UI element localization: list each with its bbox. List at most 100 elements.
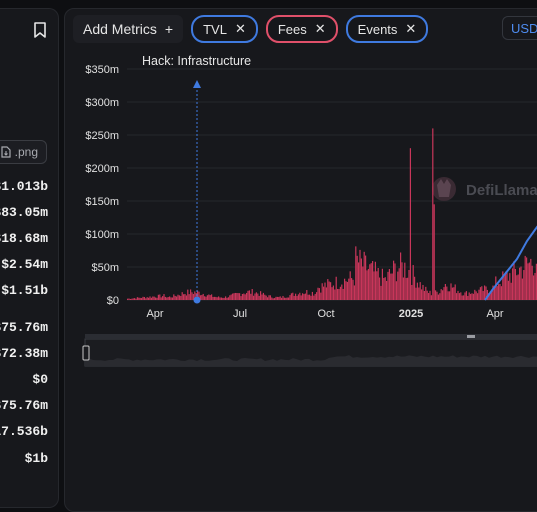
close-icon[interactable]: ✕ [314,21,326,36]
fees-bar [372,261,374,300]
download-png-button[interactable]: .png [0,140,47,164]
fees-bar [505,271,507,300]
fees-bar [339,286,341,300]
fees-bar [478,289,480,300]
fees-bar [184,293,186,300]
fees-bar [178,295,180,300]
fees-bar [274,298,276,300]
fees-bar [407,277,409,300]
fees-bar [219,297,221,300]
fees-bar [303,294,305,300]
fees-bar [306,290,308,300]
y-tick-label: $250m [85,130,119,142]
fees-bar [517,274,519,300]
fees-bar [145,298,147,300]
fees-bar [169,296,171,300]
fees-bar [320,292,322,300]
fees-bar [351,278,353,300]
fees-bar [356,255,358,300]
fees-bar [365,255,367,300]
metric-chip-events[interactable]: Events ✕ [345,15,429,43]
fees-bar [405,277,407,300]
fees-bar [342,288,344,300]
fees-bar [337,288,339,300]
bookmark-icon[interactable] [32,21,48,39]
fees-bar [376,271,378,300]
fees-bar [316,292,318,300]
fees-bar [492,285,494,300]
fees-bar [510,282,512,300]
stat-value: $75.76m [0,320,48,335]
stat-value: $1.013b [0,179,48,194]
fees-bar [533,275,535,300]
fees-bar [276,296,278,300]
fees-bar [416,282,418,300]
fees-bar [493,286,495,300]
fees-bar [415,287,417,300]
x-tick-label: Apr [146,308,163,320]
fees-bar [430,295,432,300]
fees-bar [344,278,346,300]
fees-bar [185,295,187,300]
fees-bar [300,295,302,300]
fees-bar [283,297,285,300]
fees-bar [491,292,493,300]
fees-bar [426,290,428,300]
fees-bar [197,290,199,300]
y-tick-label: $350m [85,64,119,76]
fees-bar [513,261,515,300]
fees-bar [296,295,298,300]
stat-value: $2.54m [1,257,48,272]
fees-bar [282,295,284,300]
hack-event-marker[interactable]: Hack: Infrastructure [142,54,251,304]
fees-bar [204,296,206,300]
y-tick-label: $300m [85,97,119,109]
add-metrics-button[interactable]: Add Metrics + [73,15,184,43]
fees-bar [395,281,397,300]
fees-bar [232,293,234,300]
fees-bar [374,261,376,300]
fees-bar [309,294,311,300]
fees-bar [156,297,158,300]
fees-bar [393,260,395,300]
fees-bar [313,295,315,300]
fees-bar [475,291,477,300]
fees-bar [414,276,416,300]
fees-bar [136,297,138,300]
fees-bar [129,298,131,300]
fees-bar [127,298,129,300]
fees-bar [391,273,393,300]
fees-bar [209,295,211,300]
fees-bar [384,277,386,300]
fees-bar [484,285,486,300]
fees-bar [460,292,462,300]
currency-select[interactable]: USD [502,16,537,40]
fees-bar [479,287,481,300]
fees-bar [370,263,372,300]
fees-bar [314,293,316,300]
fees-bar [380,285,382,300]
metric-chip-tvl[interactable]: TVL ✕ [191,15,258,43]
close-icon[interactable]: ✕ [234,21,246,36]
fees-bar [346,281,348,300]
fees-bar [271,297,273,300]
brush-grip-icon[interactable] [467,335,475,338]
fees-bar [289,295,291,300]
fees-bar [499,283,501,300]
fees-bar [199,295,201,300]
x-tick-label: 2025 [399,308,423,320]
range-brush[interactable] [82,334,537,367]
fees-bar [237,293,239,300]
fees-bar [447,291,449,300]
fees-bar [523,270,525,300]
fees-bar [230,294,232,300]
close-icon[interactable]: ✕ [405,21,417,36]
fees-bar [150,297,152,300]
fees-bar [519,267,521,300]
metric-chip-fees[interactable]: Fees ✕ [265,15,338,43]
fees-tvl-chart[interactable]: $350m $300m $250m $200m $150m $100m $50m $0 Apr… [65,49,537,489]
fees-bar [463,295,465,300]
brush-handle-left[interactable] [82,345,90,361]
fees-bar [498,284,500,300]
fees-bar [250,293,252,300]
